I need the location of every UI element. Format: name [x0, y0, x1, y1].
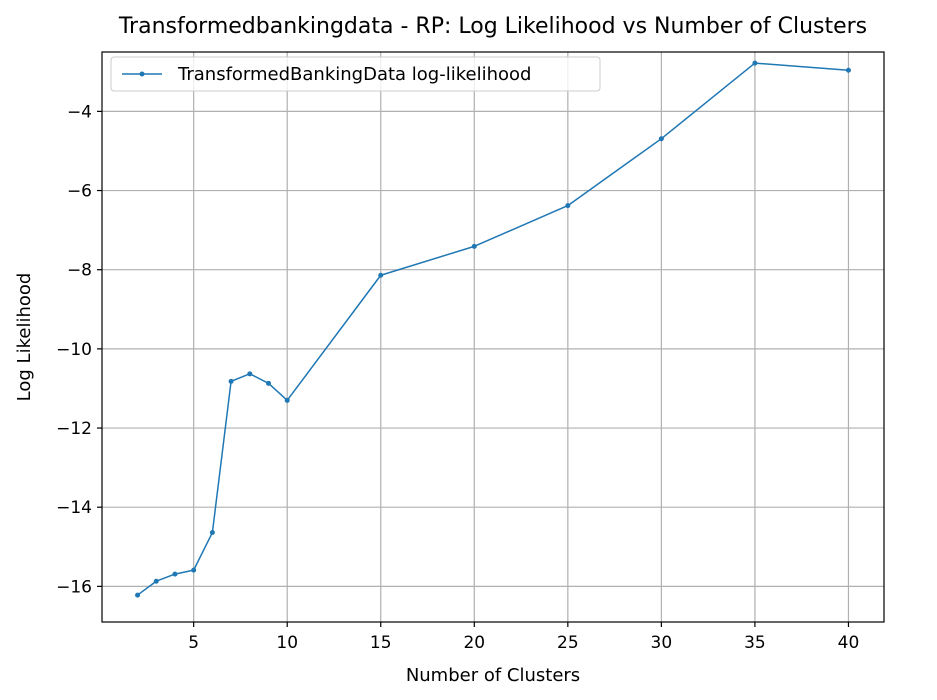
data-point	[284, 397, 290, 403]
data-point	[565, 203, 571, 209]
data-point	[191, 567, 197, 573]
y-tick-label: −12	[56, 419, 92, 439]
x-tick-label: 10	[276, 633, 298, 653]
x-tick-label: 15	[370, 633, 392, 653]
x-tick-label: 25	[557, 633, 579, 653]
data-point	[247, 371, 253, 377]
y-axis-ticks: −16 −14 −12 −10 −8 −6 −4	[56, 102, 102, 597]
data-point	[471, 243, 477, 249]
data-point	[845, 67, 851, 73]
x-tick-label: 35	[744, 633, 766, 653]
legend-marker	[139, 71, 145, 77]
y-tick-label: −8	[67, 261, 92, 281]
y-axis-label: Log Likelihood	[14, 273, 35, 402]
y-tick-label: −6	[67, 182, 92, 202]
data-point	[153, 578, 159, 584]
y-tick-label: −14	[56, 498, 92, 518]
x-tick-label: 40	[838, 633, 860, 653]
x-tick-label: 20	[463, 633, 485, 653]
legend-box	[110, 56, 601, 92]
data-point	[228, 378, 234, 384]
data-point	[658, 136, 664, 142]
x-tick-label: 30	[651, 633, 673, 653]
data-point	[378, 272, 384, 278]
plot-frame	[101, 51, 885, 623]
data-point	[135, 592, 141, 598]
legend-entry-label: TransformedBankingData log-likelihood	[177, 64, 531, 85]
y-tick-label: −4	[67, 102, 92, 122]
x-axis-label: Number of Clusters	[406, 665, 580, 686]
data-point	[266, 380, 272, 386]
data-point	[752, 60, 758, 66]
y-tick-label: −16	[56, 577, 92, 597]
x-axis-ticks: 5 10 15 20 25 30 35 40	[188, 622, 859, 653]
x-tick-label: 5	[188, 633, 199, 653]
data-point	[209, 530, 215, 536]
chart-title: Transformedbankingdata - RP: Log Likelih…	[118, 14, 867, 39]
data-point	[172, 571, 178, 577]
legend: TransformedBankingData log-likelihood	[110, 56, 601, 92]
series-line	[137, 62, 849, 596]
series-layer	[135, 60, 851, 598]
grid	[102, 52, 884, 622]
y-tick-label: −10	[56, 340, 92, 360]
